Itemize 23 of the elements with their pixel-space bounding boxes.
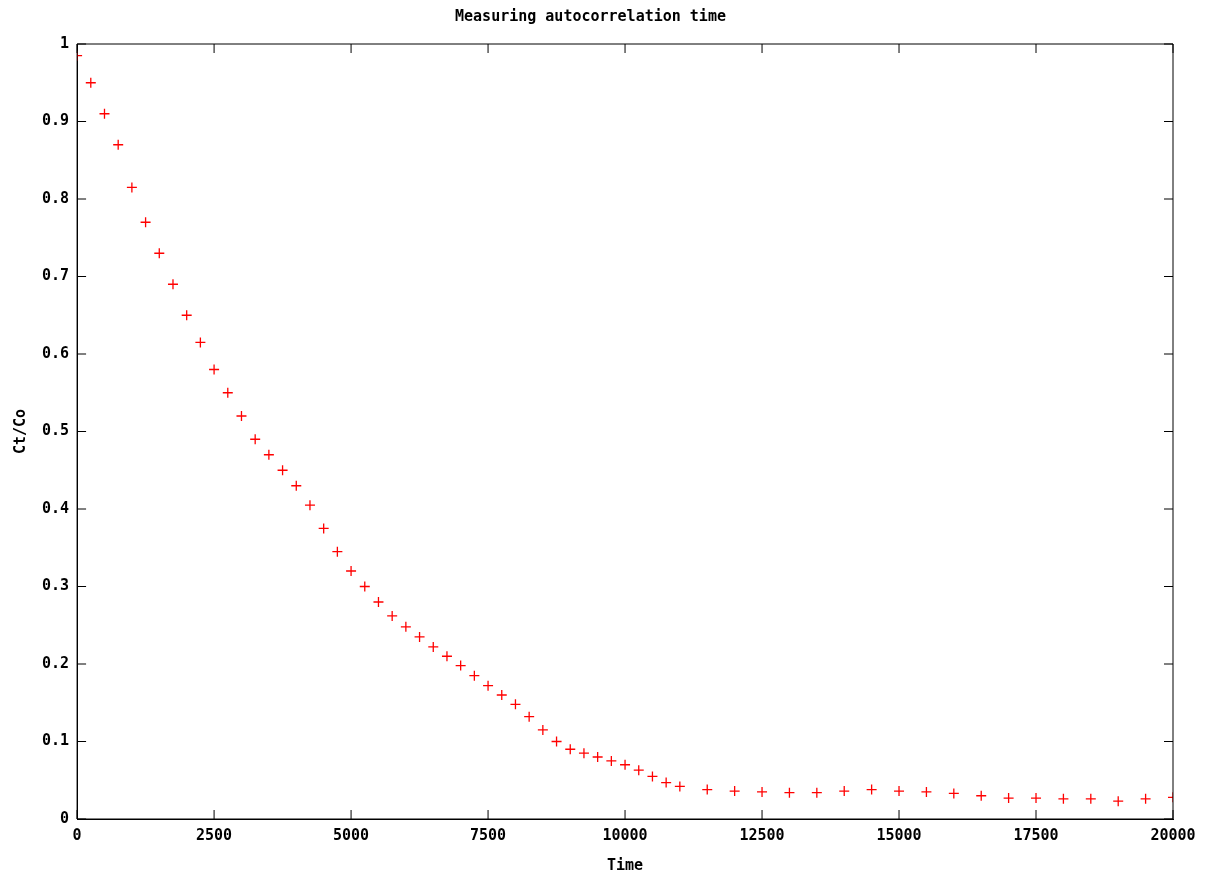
y-tick-label: 0.6	[42, 343, 70, 362]
y-tick-label: 0.5	[42, 421, 70, 440]
x-tick-label: 12500	[739, 825, 785, 844]
x-tick-label: 10000	[602, 825, 648, 844]
y-tick-label: 0.2	[42, 653, 70, 672]
y-tick-label: 0	[60, 808, 70, 827]
chart-title: Measuring autocorrelation time	[455, 6, 726, 25]
x-axis-title: Time	[606, 855, 644, 874]
y-tick-label: 0.7	[42, 266, 70, 285]
y-tick-label: 0.8	[42, 188, 70, 207]
y-axis-title: Ct/Co	[10, 408, 29, 455]
x-tick-label: 0	[72, 825, 82, 844]
y-tick-label: 0.1	[42, 731, 70, 750]
y-tick-label: 0.3	[42, 576, 70, 595]
y-tick-label: 1	[60, 33, 70, 52]
x-tick-label: 17500	[1013, 825, 1059, 844]
x-tick-label: 5000	[333, 825, 370, 844]
y-tick-label: 0.9	[42, 111, 70, 130]
x-tick-label: 15000	[876, 825, 922, 844]
x-tick-label: 2500	[196, 825, 233, 844]
x-tick-label: 20000	[1150, 825, 1196, 844]
y-tick-label: 0.4	[42, 498, 70, 517]
x-tick-label: 7500	[470, 825, 507, 844]
